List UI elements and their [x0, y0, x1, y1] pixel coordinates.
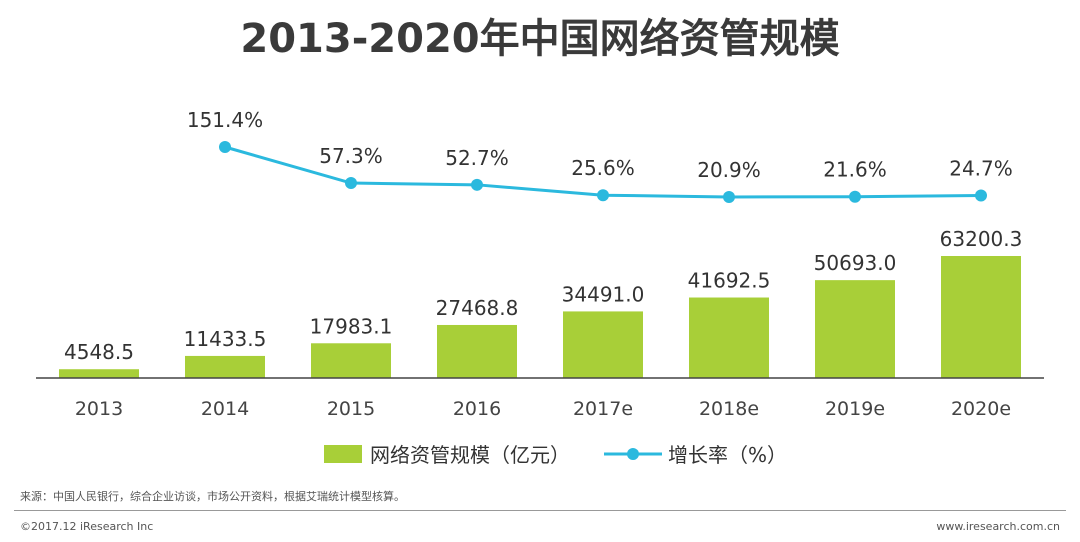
x-tick-label-2019e: 2019e — [825, 398, 885, 420]
growth-point-2015 — [345, 177, 357, 190]
growth-label-2020e: 24.7% — [949, 157, 1013, 181]
legend-bar-swatch — [324, 445, 362, 463]
bar-value-label-2019e: 50693.0 — [814, 251, 897, 275]
website-link[interactable]: www.iresearch.com.cn — [936, 520, 1060, 533]
bar-2016 — [437, 324, 517, 378]
bar-2018e — [689, 297, 769, 378]
x-tick-label-2020e: 2020e — [951, 398, 1011, 420]
chart-title: 2013-2020年中国网络资管规模 — [240, 16, 840, 62]
bar-value-label-2016: 27468.8 — [436, 296, 519, 320]
growth-line-layer: 151.4% 57.3% 52.7% 25.6% 20.9% 21.6% 24.7% — [187, 108, 1013, 203]
growth-point-2020e — [975, 189, 987, 202]
bar-value-label-2014: 11433.5 — [184, 327, 267, 351]
bar-2019e — [815, 280, 895, 378]
x-tick-label-2013: 2013 — [75, 398, 123, 420]
growth-label-2017e: 25.6% — [571, 156, 635, 180]
source-note: 来源：中国人民银行，综合企业访谈，市场公开资料，根据艾瑞统计模型核算。 — [20, 490, 405, 503]
x-tick-label-2014: 2014 — [201, 398, 249, 420]
growth-label-2016: 52.7% — [445, 146, 509, 170]
legend-line-label: 增长率（%） — [668, 443, 787, 467]
growth-point-2016 — [471, 178, 483, 191]
growth-point-2014 — [219, 141, 231, 153]
bars-layer: 4548.5 2013 11433.5 2014 17983.1 2015 27468.8 2… — [59, 227, 1022, 420]
growth-point-2017e — [597, 189, 609, 202]
bar-2017e — [563, 311, 643, 378]
x-tick-label-2016: 2016 — [453, 398, 501, 420]
x-tick-label-2018e: 2018e — [699, 398, 759, 420]
legend-line-marker — [627, 448, 639, 460]
bar-value-label-2015: 17983.1 — [310, 314, 393, 338]
bar-2014 — [185, 355, 265, 378]
bar-2020e — [941, 256, 1021, 378]
bar-value-label-2013: 4548.5 — [64, 340, 134, 364]
growth-label-2019e: 21.6% — [823, 158, 887, 182]
growth-point-2019e — [849, 190, 861, 203]
legend-bar-label: 网络资管规模（亿元） — [370, 443, 570, 467]
growth-label-2018e: 20.9% — [697, 158, 761, 182]
growth-label-2015: 57.3% — [319, 144, 383, 168]
copyright-text: ©2017.12 iResearch Inc — [20, 520, 154, 533]
bar-value-label-2020e: 63200.3 — [940, 227, 1023, 251]
bar-value-label-2017e: 34491.0 — [562, 282, 645, 306]
bar-2015 — [311, 343, 391, 378]
legend: 网络资管规模（亿元） 增长率（%） — [324, 443, 787, 467]
growth-point-2018e — [723, 191, 735, 203]
growth-label-2014: 151.4% — [187, 108, 263, 132]
x-tick-label-2017e: 2017e — [573, 398, 633, 420]
bar-2013 — [59, 369, 139, 378]
bar-value-label-2018e: 41692.5 — [688, 269, 771, 293]
x-tick-label-2015: 2015 — [327, 398, 375, 420]
footer-divider — [14, 510, 1066, 511]
